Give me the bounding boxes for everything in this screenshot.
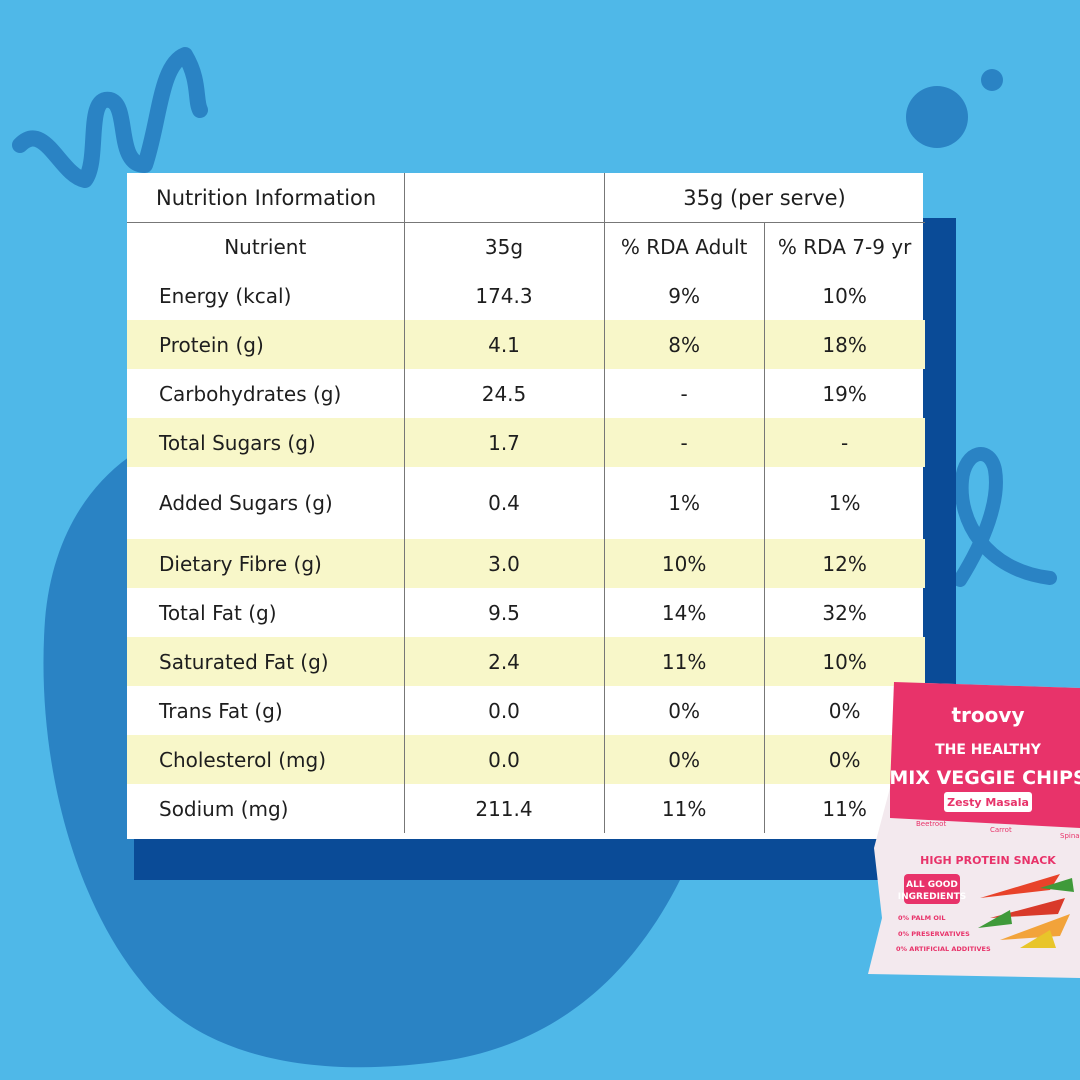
- rda-child-value: 10%: [822, 283, 867, 308]
- pack-claim-3: 0% ARTIFICIAL ADDITIVES: [896, 945, 991, 953]
- dot-large: [906, 86, 968, 148]
- column-header-rda-child: % RDA 7-9 yr: [777, 235, 912, 259]
- table-row: Saturated Fat (g) 2.4 11% 10%: [127, 637, 925, 686]
- nutrient-name: Protein (g): [127, 320, 405, 369]
- table-row: Total Sugars (g) 1.7- -: [127, 418, 925, 467]
- pack-claim-2: 0% PRESERVATIVES: [898, 930, 970, 938]
- nutrient-name: Added Sugars (g): [127, 467, 405, 539]
- pack-veggie-2: Carrot: [990, 826, 1012, 834]
- column-header-nutrient: Nutrient: [127, 222, 405, 271]
- nutrient-amount: 0.0: [404, 735, 605, 784]
- rda-adult-value: -: [604, 418, 765, 467]
- nutrient-amount: 3.0: [404, 539, 605, 588]
- nutrient-name: Total Sugars (g): [127, 418, 405, 467]
- rda-child-value: 32%: [822, 600, 867, 625]
- pack-badge: HIGH PROTEIN SNACK: [920, 854, 1056, 867]
- rda-adult-value: 0%: [604, 686, 765, 735]
- rda-child-value: 19%: [822, 381, 867, 406]
- pack-product-name: MIX VEGGIE CHIPS: [889, 767, 1080, 789]
- table-row: Total Fat (g) 9.5 14% 32%: [127, 588, 925, 637]
- loop-right: [953, 447, 1057, 587]
- product-package: troovy THE HEALTHY MIX VEGGIE CHIPS Zest…: [868, 682, 1080, 978]
- nutrient-amount: 174.3: [404, 271, 605, 320]
- table-row: Dietary Fibre (g) 3.0 10% 12%: [127, 539, 925, 588]
- rda-child-value: -: [764, 418, 925, 467]
- nutrient-amount: 211.4: [404, 784, 605, 833]
- nutrient-amount: 1.7: [404, 418, 605, 467]
- rda-child-value: 11%: [822, 796, 867, 821]
- table-row: Energy (kcal) 174.3 9% 10%: [127, 271, 925, 320]
- nutrient-amount: 0.0: [404, 686, 605, 735]
- column-header-rda-adult: % RDA Adult: [604, 222, 765, 271]
- nutrition-table: Nutrition Information 35g (per serve) Nu…: [127, 173, 925, 839]
- nutrient-amount: 24.5: [404, 369, 605, 418]
- pack-veggie-1: Beetroot: [916, 820, 946, 828]
- rda-adult-value: -: [604, 369, 765, 418]
- table-row: Cholesterol (mg) 0.0 0% 0%: [127, 735, 925, 784]
- pack-callout-1: ALL GOOD: [906, 880, 958, 890]
- nutrient-name: Cholesterol (mg): [127, 735, 405, 784]
- nutrient-name: Carbohydrates (g): [127, 369, 405, 418]
- rda-adult-value: 11%: [604, 784, 765, 833]
- pack-tagline: THE HEALTHY: [935, 742, 1042, 758]
- rda-adult-value: 9%: [604, 271, 765, 320]
- nutrient-name: Saturated Fat (g): [127, 637, 405, 686]
- rda-adult-value: 0%: [604, 735, 765, 784]
- rda-adult-value: 8%: [604, 320, 765, 369]
- chips-image: [978, 874, 1074, 948]
- nutrient-name: Total Fat (g): [127, 588, 405, 637]
- rda-child-value: 12%: [764, 539, 925, 588]
- pack-veggie-3: Spinach: [1060, 832, 1080, 840]
- table-header-row: Nutrition Information 35g (per serve): [127, 173, 925, 223]
- dot-small: [981, 69, 1003, 91]
- nutrient-name: Trans Fat (g): [127, 686, 405, 735]
- rda-child-value: 10%: [764, 637, 925, 686]
- empty-header-cell: [404, 173, 605, 223]
- rda-child-value: 1%: [828, 491, 861, 515]
- nutrient-name: Sodium (mg): [127, 784, 405, 833]
- nutrient-amount: 9.5: [404, 588, 605, 637]
- table-row: Carbohydrates (g) 24.5- 19%: [127, 369, 925, 418]
- rda-adult-value: 10%: [604, 539, 765, 588]
- column-header-amount: 35g: [404, 222, 605, 271]
- rda-adult-value: 1%: [604, 467, 765, 539]
- table-row: Trans Fat (g) 0.0 0% 0%: [127, 686, 925, 735]
- pack-callout-2: INGREDIENTS: [898, 892, 966, 902]
- nutrient-name: Dietary Fibre (g): [127, 539, 405, 588]
- serve-header: 35g (per serve): [604, 173, 925, 223]
- column-header-row: Nutrient 35g % RDA Adult % RDA 7-9 yr: [127, 222, 925, 271]
- pack-claim-1: 0% PALM OIL: [898, 914, 945, 922]
- nutrient-amount: 0.4: [404, 467, 605, 539]
- nutrient-amount: 2.4: [404, 637, 605, 686]
- table-row: Added Sugars (g) 0.4 1% 1%: [127, 467, 925, 539]
- table-row: Sodium (mg) 211.4 11% 11%: [127, 784, 925, 833]
- squiggle-top-left: [12, 47, 208, 188]
- rda-adult-value: 14%: [604, 588, 765, 637]
- rda-adult-value: 11%: [604, 637, 765, 686]
- brand-logo: troovy: [952, 703, 1025, 727]
- table-title: Nutrition Information: [127, 173, 405, 223]
- nutrient-amount: 4.1: [404, 320, 605, 369]
- rda-child-value: 18%: [764, 320, 925, 369]
- pack-flavour: Zesty Masala: [947, 796, 1029, 809]
- rda-child-value: 0%: [828, 698, 861, 723]
- table-row: Protein (g) 4.1 8% 18%: [127, 320, 925, 369]
- nutrient-name: Energy (kcal): [127, 271, 405, 320]
